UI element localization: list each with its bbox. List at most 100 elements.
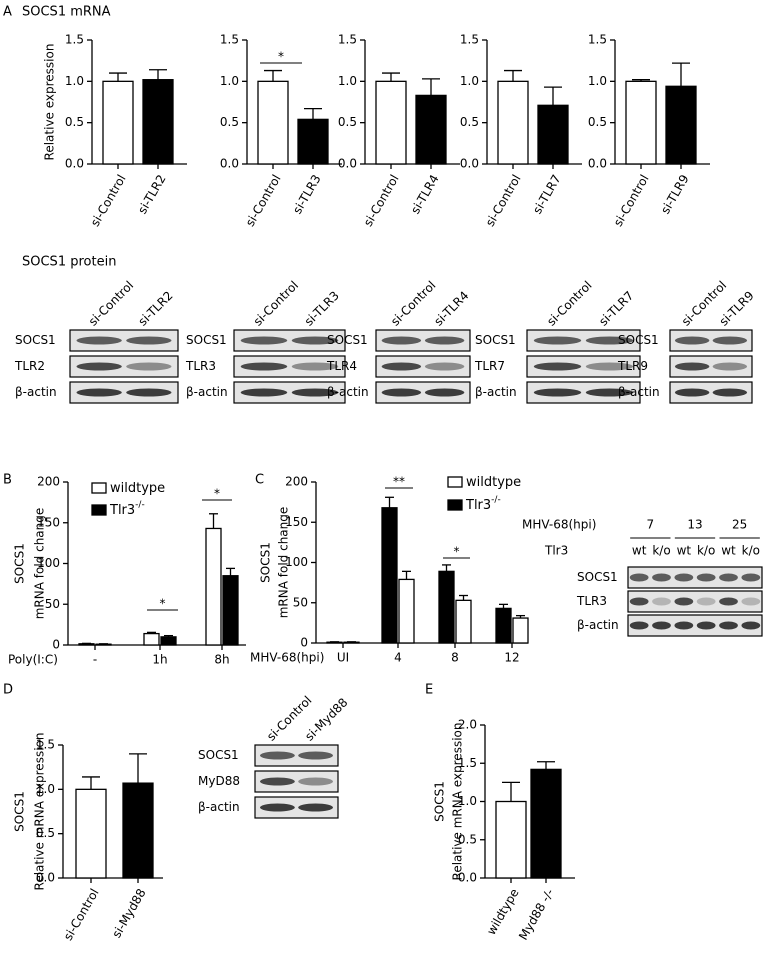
error-bar bbox=[149, 69, 167, 80]
y-tick-label: 0.5 bbox=[220, 115, 239, 129]
panel-letter: C bbox=[255, 473, 264, 488]
y-tick-label: 0.0 bbox=[220, 157, 239, 171]
y-tick-label: 1.5 bbox=[65, 33, 84, 47]
x-tick-label: 12 bbox=[504, 651, 519, 665]
error-bar bbox=[499, 603, 508, 609]
blot-band bbox=[696, 597, 716, 606]
error-bar bbox=[516, 614, 525, 619]
legend-label: wildtype bbox=[110, 481, 165, 496]
y-tick-label: 100 bbox=[285, 555, 308, 569]
blot-row-label: SOCS1 bbox=[15, 333, 56, 347]
blot-frame bbox=[526, 329, 641, 352]
blot-row-label: SOCS1 bbox=[577, 570, 618, 584]
blot-frame bbox=[526, 381, 641, 404]
blot-band bbox=[696, 573, 716, 582]
error-bar bbox=[164, 634, 173, 637]
blot-band bbox=[424, 388, 465, 397]
bar bbox=[512, 617, 529, 644]
panel-letter: A bbox=[3, 5, 12, 20]
y-tick-label: 1.5 bbox=[220, 33, 239, 47]
blot-band bbox=[291, 336, 339, 345]
x-tick-label: 1h bbox=[152, 653, 167, 667]
y-tick-label: 100 bbox=[37, 556, 60, 570]
blot-band bbox=[533, 388, 582, 397]
legend-label: wildtype bbox=[466, 475, 521, 490]
error-bar bbox=[537, 761, 555, 770]
y-tick-label: 1.0 bbox=[220, 74, 239, 88]
error-bar bbox=[502, 781, 520, 802]
y-tick-label: 1.0 bbox=[588, 74, 607, 88]
error-bar bbox=[504, 69, 522, 82]
blot-band bbox=[585, 336, 634, 345]
y-tick-label: 150 bbox=[285, 515, 308, 529]
y-tick-label: 1.0 bbox=[458, 794, 477, 808]
error-bar bbox=[459, 594, 468, 601]
blot-band bbox=[298, 751, 334, 760]
blot-band bbox=[719, 597, 738, 606]
y-axis-label: SOCS1 bbox=[259, 542, 273, 583]
significance-label: * bbox=[160, 597, 166, 611]
blot-band bbox=[674, 336, 710, 345]
error-bar bbox=[304, 107, 322, 120]
blot-frame bbox=[69, 329, 179, 352]
legend-superscript: -/- bbox=[491, 495, 501, 505]
significance-label: * bbox=[454, 545, 460, 559]
blot-frame bbox=[233, 381, 346, 404]
y-axis-label: mRNA fold change bbox=[33, 508, 47, 620]
blot-band bbox=[533, 362, 582, 371]
error-bar bbox=[422, 78, 440, 96]
blot-band bbox=[298, 777, 334, 786]
lane-label: wt bbox=[721, 544, 736, 558]
blot-band bbox=[674, 621, 694, 630]
blot-band bbox=[741, 621, 761, 630]
bar bbox=[455, 599, 472, 644]
significance-label: ** bbox=[393, 475, 405, 489]
blot-band bbox=[298, 803, 334, 812]
y-tick-label: 1.0 bbox=[460, 74, 479, 88]
blot-band bbox=[126, 388, 172, 397]
blot-band bbox=[712, 388, 748, 397]
blot-band bbox=[240, 336, 288, 345]
blot-row-label: TLR3 bbox=[185, 359, 216, 373]
blot-row-label: β-actin bbox=[198, 800, 240, 814]
legend-swatch bbox=[91, 504, 107, 516]
legend-name: Tlr3 bbox=[109, 503, 135, 518]
blot-row-label: SOCS1 bbox=[327, 333, 368, 347]
error-bar bbox=[147, 631, 156, 634]
blot-band bbox=[696, 621, 716, 630]
blot-band bbox=[741, 573, 761, 582]
error-bar bbox=[209, 513, 218, 529]
blot-band bbox=[652, 621, 671, 630]
blot-band bbox=[291, 362, 339, 371]
blot-frame bbox=[233, 355, 346, 378]
bar bbox=[160, 636, 177, 646]
blot-band bbox=[712, 362, 748, 371]
legend-name: Tlr3 bbox=[465, 498, 491, 513]
legend-swatch bbox=[447, 499, 463, 511]
y-axis-label: Relative mRNA expression bbox=[33, 733, 47, 891]
blot-row-label: SOCS1 bbox=[475, 333, 516, 347]
bar bbox=[381, 507, 398, 644]
error-bar bbox=[672, 62, 690, 87]
blot-row-label: SOCS1 bbox=[186, 333, 227, 347]
error-bar bbox=[226, 567, 235, 576]
panel-title: SOCS1 protein bbox=[22, 255, 116, 270]
y-tick-label: 1.5 bbox=[458, 756, 477, 770]
blot-band bbox=[712, 336, 748, 345]
y-axis-label: SOCS1 bbox=[433, 781, 447, 822]
lane-label: wt bbox=[632, 544, 647, 558]
error-bar bbox=[385, 496, 394, 508]
blot-frame bbox=[627, 614, 763, 637]
blot-band bbox=[674, 597, 694, 606]
blot-frame bbox=[627, 566, 763, 589]
blot-band bbox=[240, 362, 288, 371]
y-axis-label: Relative expression bbox=[43, 44, 57, 161]
x-axis-label: Poly(I:C) bbox=[8, 653, 58, 667]
blot-band bbox=[719, 621, 738, 630]
blot-row-label: SOCS1 bbox=[618, 333, 659, 347]
blot-row-label: β-actin bbox=[327, 385, 369, 399]
significance-label: * bbox=[214, 487, 220, 501]
y-axis-label: mRNA fold change bbox=[277, 507, 291, 619]
bar bbox=[537, 104, 569, 165]
bar bbox=[297, 118, 329, 165]
